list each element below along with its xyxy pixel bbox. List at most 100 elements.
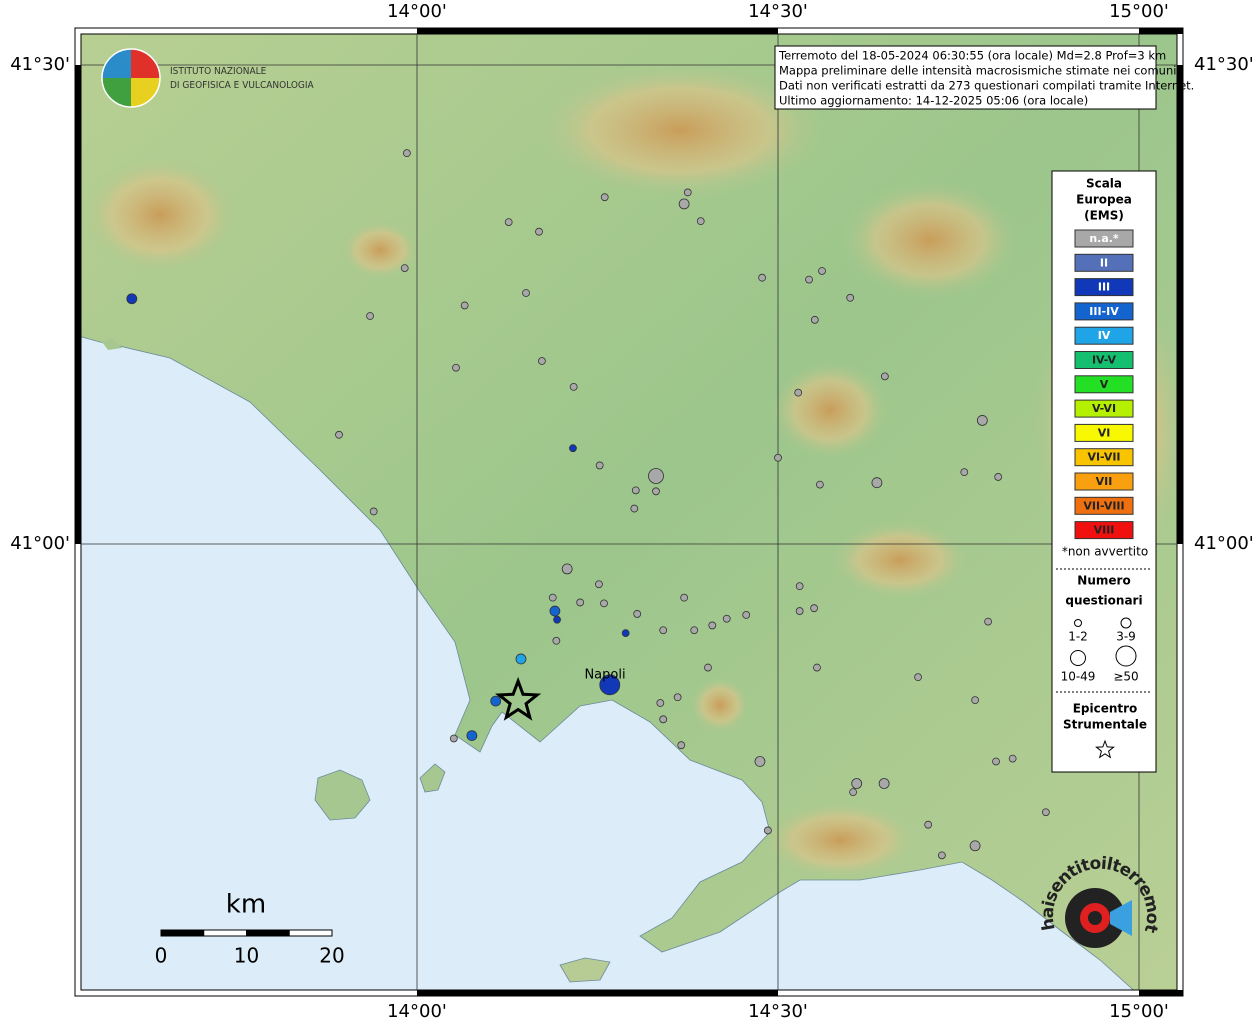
intensity-point: [599, 674, 621, 696]
intensity-point: [600, 193, 609, 202]
intensity-point: [535, 227, 543, 236]
graticule: 14°00' 14°00' 14°30' 14°30' 15°00' 15°00' 41°3…: [10, 1, 1254, 1022]
intensity-point: [656, 699, 665, 707]
intensity-point: [678, 198, 690, 210]
legend-swatch: [1074, 375, 1134, 394]
legend-label: VII-VIII: [1083, 499, 1124, 512]
logo-text: ISTITUTO NAZIONALE: [170, 66, 267, 77]
legend-title: Numero: [1077, 574, 1130, 588]
intensity-point: [366, 312, 374, 320]
frame-bar: [75, 65, 81, 544]
legend-swatch: [1074, 302, 1134, 321]
legend-note: *non avvertito: [1062, 545, 1148, 559]
frame-bar: [417, 28, 778, 34]
intensity-point: [548, 593, 557, 602]
terrain: [81, 34, 1177, 990]
legend-label: IV: [1098, 329, 1111, 342]
intensity-point: [400, 264, 409, 272]
intensity-point: [984, 617, 993, 626]
legend-swatch: [1074, 351, 1134, 369]
legend-swatch: [1074, 399, 1134, 418]
legend-label: III-IV: [1089, 305, 1119, 318]
lon-label: 15°00': [1109, 1001, 1169, 1022]
intensity-point: [652, 487, 660, 496]
intensity-point: [1041, 808, 1050, 817]
intensity-point: [704, 663, 712, 672]
lat-label: 41°30': [1194, 54, 1254, 75]
intensity-point: [677, 741, 686, 750]
info-line: Dati non verificati estratti da 273 ques…: [779, 79, 1194, 93]
intensity-point: [449, 734, 458, 743]
logo-text: DI GEOFISICA E VULCANOLOGIA: [170, 80, 315, 91]
size-label: 10-49: [1061, 670, 1096, 684]
lon-label: 14°00': [387, 1, 447, 22]
intensity-point: [815, 480, 824, 489]
lat-label: 41°00': [1194, 533, 1254, 554]
intensity-point: [490, 695, 502, 707]
intensity-point: [846, 293, 855, 302]
intensity-point: [460, 301, 469, 310]
legend-swatch: [1074, 448, 1134, 467]
intensity-point: [763, 826, 772, 835]
intensity-point: [552, 636, 561, 645]
intensity-point: [849, 788, 857, 797]
legend-title: Scala: [1086, 177, 1122, 191]
legend-label: VI-VII: [1087, 451, 1120, 464]
intensity-point: [871, 477, 883, 489]
legend-star: [1095, 739, 1115, 759]
intensity-point: [576, 598, 585, 607]
intensity-point: [992, 757, 1000, 766]
intensity-point: [696, 217, 705, 226]
intensity-point: [794, 388, 803, 397]
intensity-point: [633, 610, 642, 618]
intensity-point: [976, 415, 988, 426]
points: [126, 149, 1050, 860]
legend-label: VII: [1096, 475, 1113, 488]
intensity-point: [994, 473, 1003, 481]
frame-bar: [1139, 990, 1183, 996]
legend-swatch: [1074, 423, 1134, 442]
legend-swatch: [1074, 278, 1134, 297]
city-label: Napoli: [584, 668, 625, 683]
scale-segment: [246, 929, 290, 937]
intensity-point: [648, 468, 664, 484]
intensity-point: [795, 582, 804, 591]
legend-title: Europea: [1076, 193, 1132, 207]
intensity-point: [659, 715, 668, 724]
size-symbol: [1074, 619, 1082, 627]
legend-swatch: [1074, 472, 1134, 491]
intensity-point: [683, 188, 692, 197]
scale-bar: km 0 10 20: [155, 890, 345, 968]
legend-label: VI: [1098, 426, 1111, 439]
intensity-point: [971, 696, 980, 705]
intensity-point: [595, 580, 603, 589]
intensity-point: [810, 315, 819, 324]
scale-segment: [203, 929, 247, 937]
intensity-point: [600, 599, 608, 608]
lon-label: 14°30': [748, 1001, 808, 1022]
lon-label: 15°00': [1109, 1, 1169, 22]
size-label: ≥50: [1113, 670, 1138, 684]
legend-title: Strumentale: [1063, 718, 1147, 732]
intensity-point: [504, 218, 513, 227]
legend-label: VIII: [1094, 524, 1115, 537]
intensity-point: [810, 604, 818, 613]
size-symbol: [1115, 645, 1137, 667]
size-label: 1-2: [1068, 630, 1088, 644]
scale-tick-label: 20: [319, 944, 344, 968]
intensity-point: [742, 610, 751, 619]
epicenter: [495, 676, 542, 721]
legend-title: Epicentro: [1073, 702, 1138, 716]
size-label: 3-9: [1116, 630, 1136, 644]
info-line: Mappa preliminare delle intensità macros…: [779, 64, 1176, 78]
legend-title: questionari: [1065, 594, 1142, 608]
scale-segment: [160, 929, 205, 937]
frame-bar: [1177, 65, 1183, 544]
intensity-point: [805, 275, 813, 284]
info-box: [774, 45, 1157, 110]
intensity-point: [924, 820, 933, 829]
legend-swatch: [1074, 521, 1134, 540]
intensity-point: [569, 444, 577, 453]
intensity-point: [818, 267, 826, 275]
intensity-point: [631, 486, 640, 495]
